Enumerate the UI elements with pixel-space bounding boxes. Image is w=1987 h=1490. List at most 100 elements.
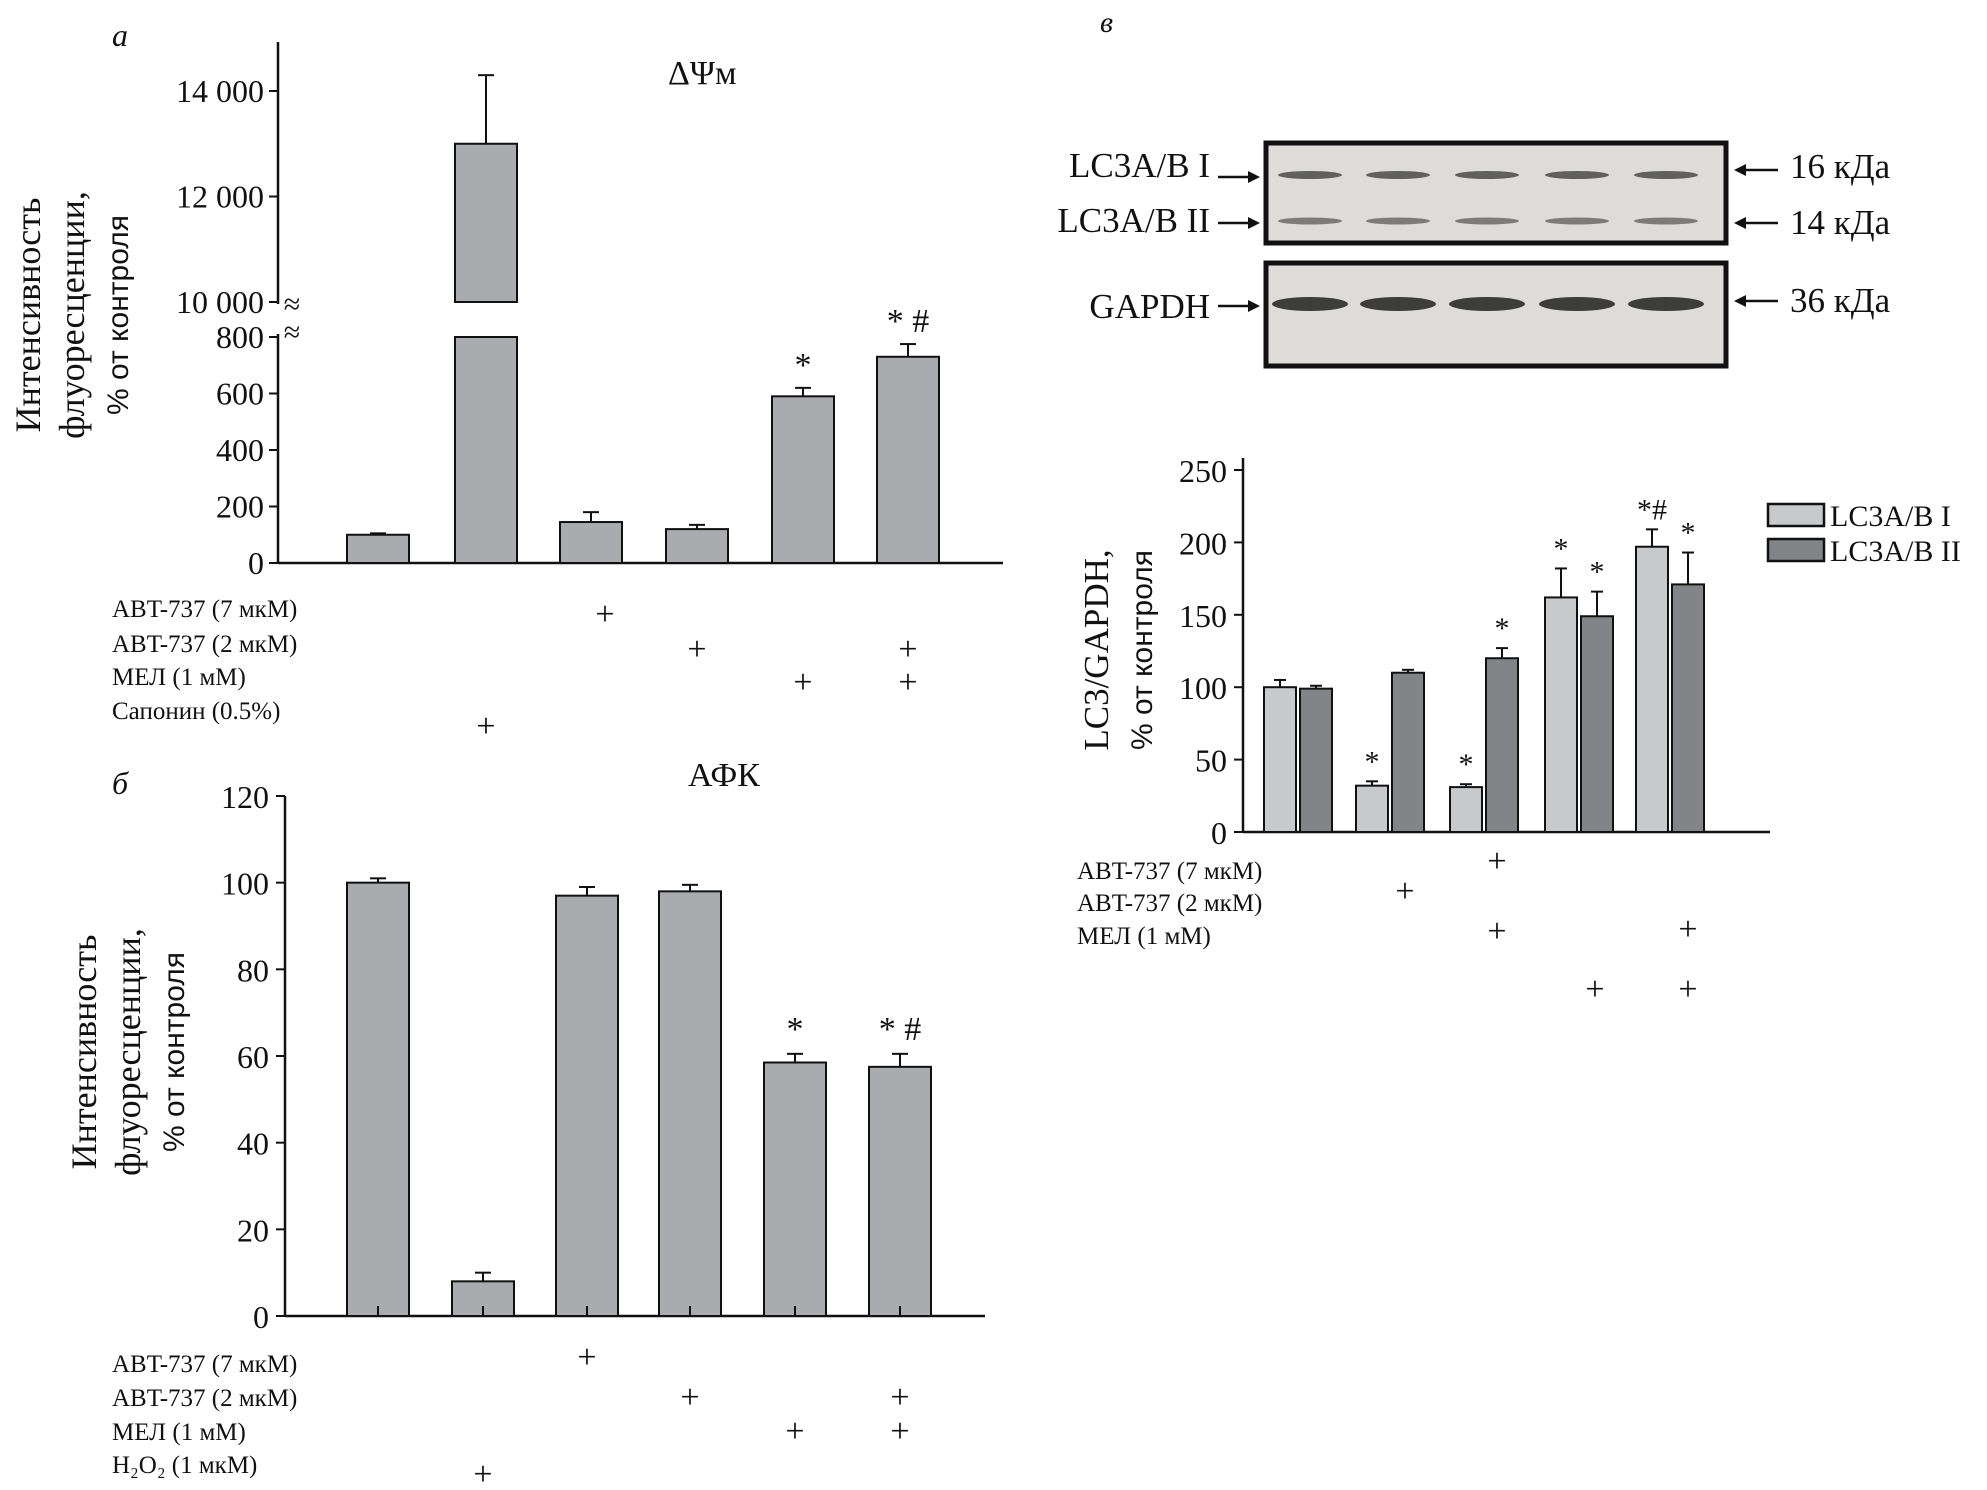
condition-label: ABT-737 (7 мкМ) — [112, 1351, 297, 1378]
panel-b-ros-chart: б АФК Интенсивность флуоресценции, % от … — [64, 757, 985, 1490]
panel-a-ylabel-line3: % от контроля — [102, 215, 135, 415]
condition-label: МЕЛ (1 мМ) — [112, 1419, 246, 1446]
panel-c-condition-table: ABT-737 (7 мкМ) ABT-737 (2 мкМ) МЕЛ (1 мМ)… — [1077, 843, 1698, 1008]
y-tick-label: 250 — [1179, 453, 1227, 489]
blot-band-lc3-ii — [1278, 217, 1342, 225]
panel-b-ylabel-line1: Интенсивность — [64, 935, 104, 1170]
bar — [559, 521, 623, 564]
y-tick-label: 14 000 — [176, 73, 264, 109]
panel-c-bars: * * * *# * * * — [1263, 493, 1705, 834]
blot-band-gapdh — [1539, 297, 1615, 311]
bar — [1299, 687, 1333, 834]
condition-label: Сапонин (0.5%) — [112, 698, 280, 725]
arrow-right-icon — [1218, 217, 1260, 229]
y-tick-label: 0 — [248, 545, 264, 581]
bar — [454, 336, 518, 564]
significance-mark: * — [787, 1011, 804, 1048]
blot-band-lc3-ii — [1545, 217, 1609, 225]
blot-mw-14: 14 кДа — [1790, 203, 1891, 242]
y-tick-label: 100 — [221, 866, 269, 902]
panel-b-ylabel-line2: флуоресценции, — [108, 928, 148, 1176]
panel-a-condition-table: ABT-737 (7 мкМ) +ABT-737 (2 мкМ) + +МЕЛ (1 … — [112, 596, 918, 745]
significance-mark: * # — [879, 1011, 922, 1048]
blot-band-lc3-i — [1545, 171, 1609, 179]
arrow-right-icon — [1218, 300, 1260, 312]
panel-b-axes: 0 20 40 60 80 100 120 — [221, 779, 985, 1335]
condition-label: ABT-737 (2 мкМ) — [112, 1385, 297, 1412]
legend-swatch-lc3-i — [1766, 502, 1826, 528]
plus-mark: + — [473, 1456, 492, 1490]
significance-mark: * — [1554, 532, 1569, 565]
blot-band-lc3-ii — [1634, 217, 1698, 225]
significance-mark: * — [1365, 745, 1380, 778]
significance-mark: * — [1495, 612, 1510, 645]
bar — [763, 1061, 827, 1317]
y-tick-label: 60 — [237, 1039, 269, 1075]
blot-label-lc3-i: LC3A/B I — [1069, 146, 1210, 185]
bar — [1635, 545, 1669, 834]
blot-bands — [1272, 171, 1704, 311]
plus-mark: + — [476, 708, 495, 745]
y-tick-label: 120 — [221, 779, 269, 815]
blot-band-gapdh — [1449, 297, 1525, 311]
legend-label-lc3-ii: LC3A/B II — [1830, 535, 1961, 568]
blot-band-lc3-i — [1634, 171, 1698, 179]
y-tick-label: 100 — [1179, 670, 1227, 706]
panel-b-condition-table: ABT-737 (7 мкМ) + ABT-737 (2 мкМ) + + МЕЛ (1 … — [112, 1339, 910, 1490]
plus-mark: + — [785, 1413, 804, 1450]
bar — [1671, 583, 1705, 834]
y-tick-label: 12 000 — [176, 179, 264, 215]
y-tick-label: 40 — [237, 1126, 269, 1162]
plus-mark: + — [1395, 873, 1414, 910]
panel-c-legend: LC3A/B I LC3A/B II — [1766, 500, 1961, 568]
plus-mark: + — [890, 1379, 909, 1416]
legend-swatch-lc3-ii — [1766, 537, 1826, 563]
y-tick-label: 200 — [1179, 525, 1227, 561]
plus-mark: + — [898, 631, 917, 668]
bar — [1544, 596, 1578, 834]
blot-band-gapdh — [1628, 297, 1704, 311]
significance-mark: *# — [1637, 493, 1667, 526]
y-tick-label: 200 — [216, 489, 264, 525]
y-tick-label: 0 — [253, 1299, 269, 1335]
axis-break-gap — [272, 304, 285, 334]
bar — [555, 894, 619, 1318]
y-tick-label: 150 — [1179, 598, 1227, 634]
bar — [454, 142, 518, 303]
bar — [665, 528, 729, 564]
panel-c-ylabel-line2: % от контроля — [1126, 550, 1159, 750]
plus-mark: + — [577, 1339, 596, 1376]
plus-mark: + — [1585, 971, 1604, 1008]
bar — [876, 355, 940, 564]
y-tick-label: 80 — [237, 952, 269, 988]
bar — [1485, 657, 1519, 833]
panel-a-membrane-potential-chart: а ΔΨм Интенсивность флуоресценции, % от … — [8, 17, 1003, 745]
significance-mark: * — [1681, 517, 1696, 550]
legend-label-lc3-i: LC3A/B I — [1830, 500, 1951, 533]
plus-mark: + — [1487, 843, 1506, 880]
significance-mark: * — [1459, 748, 1474, 781]
bar — [658, 890, 722, 1317]
panel-b-bars: * * # — [346, 877, 932, 1318]
plus-mark: + — [793, 664, 812, 701]
axis-break-mark: ≈ — [284, 288, 300, 321]
plus-mark: + — [1678, 971, 1697, 1008]
panel-b-letter: б — [112, 765, 129, 801]
blot-band-lc3-i — [1455, 171, 1519, 179]
bar — [1391, 671, 1425, 833]
condition-label: МЕЛ (1 мМ) — [112, 664, 246, 691]
arrow-left-icon — [1734, 295, 1778, 307]
arrow-left-icon — [1734, 217, 1778, 229]
bar — [1449, 786, 1483, 833]
bar — [346, 533, 410, 564]
panel-a-letter: а — [112, 17, 128, 53]
y-tick-label: 10 000 — [176, 284, 264, 320]
y-tick-label: 600 — [216, 376, 264, 412]
bar — [868, 1065, 932, 1318]
panel-a-title: ΔΨм — [668, 55, 736, 92]
panel-a-ylabel-line2: флуоресценции, — [52, 191, 92, 439]
condition-label: ABT-737 (7 мкМ) — [112, 596, 297, 623]
plus-mark: + — [898, 664, 917, 701]
bar — [771, 395, 835, 565]
